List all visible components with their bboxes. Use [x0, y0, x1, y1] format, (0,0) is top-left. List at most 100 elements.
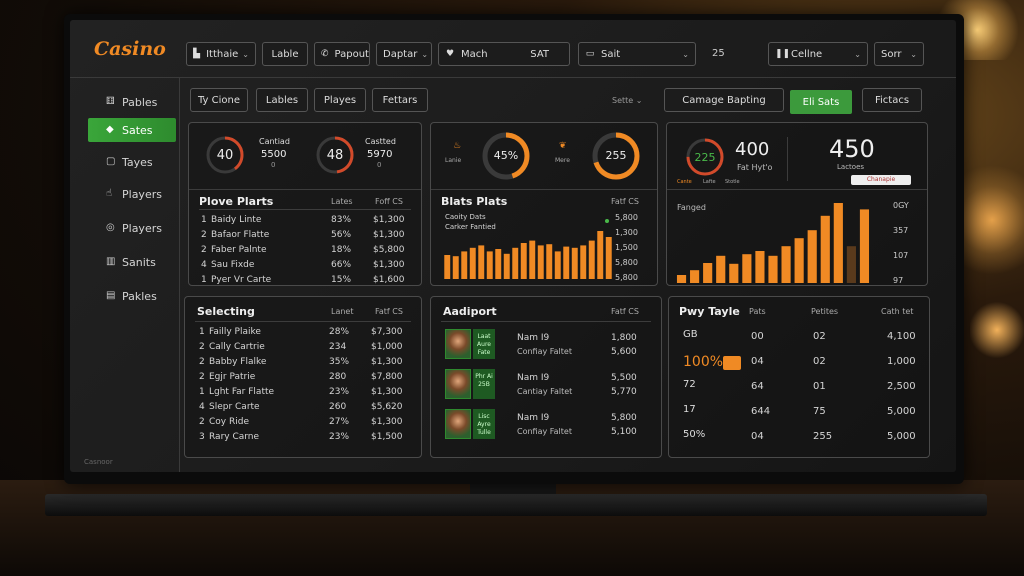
fictacs-button[interactable]: Fictacs	[862, 88, 922, 112]
chart-bar	[729, 263, 739, 283]
tab-fettars[interactable]: Fettars	[372, 88, 428, 112]
sidebar-item-tayes[interactable]: ▢ Tayes	[88, 150, 178, 174]
table-row[interactable]: 72 64 01 2,500	[669, 379, 929, 399]
tick-label: 5,800	[615, 213, 638, 222]
tick-label: 97	[893, 276, 904, 285]
chart-bar	[846, 246, 856, 283]
table-row[interactable]: 2 Cally Cartrie 234 $1,000	[185, 342, 421, 356]
table-row[interactable]: 2 Coy Ride 27% $1,300	[185, 417, 421, 431]
table-row[interactable]: 4 Sau Fixde 66% $1,300	[189, 260, 421, 274]
chart-bar	[563, 246, 570, 279]
papout-button[interactable]: ✆ Papout	[314, 42, 370, 66]
blats-plats-panel: ♨ Lanie 45% ❦ Mere 255 Blats Plats Fatf …	[430, 122, 658, 286]
dice-icon: ⚅	[106, 96, 115, 107]
deck-icon: ▤	[106, 290, 116, 301]
match-label: Mach	[461, 48, 488, 60]
table-row[interactable]: 17 644 75 5,000	[669, 404, 929, 424]
list-item[interactable]: Lisc Ayre Tulle Nam I9 Confiay Faltet 5,800…	[431, 409, 661, 445]
sidebar-item-sanits[interactable]: ▥ Sanits	[88, 250, 178, 274]
table-row[interactable]: 1 Failly Plaike 28% $7,300	[185, 327, 421, 341]
sidebar-item-players-2[interactable]: ◎ Players	[88, 216, 178, 240]
table-row[interactable]: 1 Pyer Vr Carte 15% $1,600	[189, 275, 421, 289]
sort-dropdown[interactable]: Sorr ⌄	[874, 42, 924, 66]
avatar	[445, 369, 471, 399]
flame-icon: ♨	[453, 141, 462, 151]
highlight-chip	[723, 356, 741, 370]
list-item[interactable]: Laat Aure Fate Nam I9 Confiay Faltet 1,800 5…	[431, 329, 661, 365]
sidebar-item-pakles[interactable]: ▤ Pakles	[88, 284, 178, 308]
lable-button[interactable]: Lable	[262, 42, 308, 66]
gauge-4-label: Mere	[555, 157, 570, 164]
table-row[interactable]: 50% 04 255 5,000	[669, 429, 929, 449]
panel-title: Selecting	[197, 305, 255, 318]
chart-bar	[495, 249, 502, 279]
status-badge[interactable]: Chanapie	[851, 175, 911, 185]
row-percent: 56%	[331, 230, 352, 240]
row-name: Nam I9	[517, 333, 550, 343]
chevron-down-icon: ⌄	[910, 49, 917, 59]
column-header: Lates	[331, 197, 353, 206]
row-name: Nam I9	[517, 413, 550, 423]
monitor-base	[45, 494, 987, 516]
chart-bar	[820, 215, 830, 283]
row-amount: $1,300	[371, 387, 403, 397]
row-index: 2	[199, 342, 205, 352]
filter-dropdown[interactable]: Sette ⌄	[612, 96, 642, 105]
match-field[interactable]: ♥ Mach SAT	[438, 42, 570, 66]
chart-bar	[503, 253, 510, 279]
row-cell: 100%	[683, 354, 724, 370]
row-name: Sau Fixde	[211, 260, 255, 270]
chart-bar	[690, 270, 700, 283]
row-index: 4	[201, 260, 207, 270]
row-name: Rary Carne	[209, 432, 260, 442]
sait-dropdown[interactable]: ▭ Sait ⌄	[578, 42, 696, 66]
camage-bapting-button[interactable]: Camage Bapting	[664, 88, 784, 112]
chart-bar	[571, 247, 578, 279]
row-percent: 15%	[331, 275, 352, 285]
table-row[interactable]: 1 Lght Far Flatte 23% $1,300	[185, 387, 421, 401]
table-row[interactable]: 100% 04 02 1,000	[669, 354, 929, 374]
app-logo[interactable]: Casino	[94, 38, 166, 60]
gauge-5-caption: Lafte	[703, 179, 716, 185]
tab-playes[interactable]: Playes	[314, 88, 366, 112]
table-row[interactable]: 4 Slepr Carte 260 $5,620	[185, 402, 421, 416]
chart-bar	[716, 255, 726, 283]
pause-dropdown[interactable]: ❚❚ Cellne ⌄	[768, 42, 868, 66]
eli-sats-button[interactable]: Eli Sats	[790, 90, 852, 114]
background-light	[960, 160, 1024, 280]
row-index: 4	[199, 402, 205, 412]
table-row[interactable]: 2 Bafaor Flatte 56% $1,300	[189, 230, 421, 244]
sidebar-item-players[interactable]: ☝ Players	[88, 182, 178, 206]
pause-label: Cellne	[791, 48, 823, 60]
column-header: Pats	[749, 307, 766, 316]
row-name: Egjr Patrie	[209, 372, 256, 382]
row-cell: 02	[813, 331, 826, 342]
table-row[interactable]: 3 Rary Carne 23% $1,500	[185, 432, 421, 446]
sidebar-item-pables[interactable]: ⚅ Pables	[88, 90, 178, 114]
column-header: Petites	[811, 307, 839, 316]
daptar-dropdown[interactable]: Daptar ⌄	[376, 42, 432, 66]
tab-ty-cione[interactable]: Ty Cione	[190, 88, 248, 112]
chart-title: Fanged	[677, 203, 706, 212]
row-index: 1	[201, 275, 207, 285]
blats-plats-chart	[444, 219, 612, 279]
gauge-3-value: 45%	[493, 149, 519, 162]
table-row[interactable]: 2 Babby Flalke 35% $1,300	[185, 357, 421, 371]
screen: Casino ▙ Itthaie ⌄ Lable ✆ Papout Daptar…	[70, 20, 956, 472]
gauge-2-value: 48	[326, 148, 344, 163]
row-cell: 17	[683, 404, 696, 415]
heart-icon: ♥	[445, 49, 455, 59]
table-row[interactable]: 2 Egjr Patrie 280 $7,800	[185, 372, 421, 386]
sidebar-item-sates[interactable]: ◆ Sates	[88, 118, 176, 142]
table-dropdown[interactable]: ▙ Itthaie ⌄	[186, 42, 256, 66]
panel-title: Aadiport	[443, 305, 497, 318]
table-row[interactable]: 2 Faber Palnte 18% $5,800	[189, 245, 421, 259]
monitor: Casino ▙ Itthaie ⌄ Lable ✆ Papout Daptar…	[64, 14, 964, 484]
table-row[interactable]: GB 00 02 4,100	[669, 329, 929, 349]
row-cell: 2,500	[887, 381, 916, 392]
row-cell: 64	[751, 381, 764, 392]
chart-bar	[859, 209, 870, 283]
list-item[interactable]: Phr Ai 25B Nam I9 Cantiay Faltet 5,500 5,770	[431, 369, 661, 405]
table-row[interactable]: 1 Baidy Linte 83% $1,300	[189, 215, 421, 229]
tab-lables[interactable]: Lables	[256, 88, 308, 112]
